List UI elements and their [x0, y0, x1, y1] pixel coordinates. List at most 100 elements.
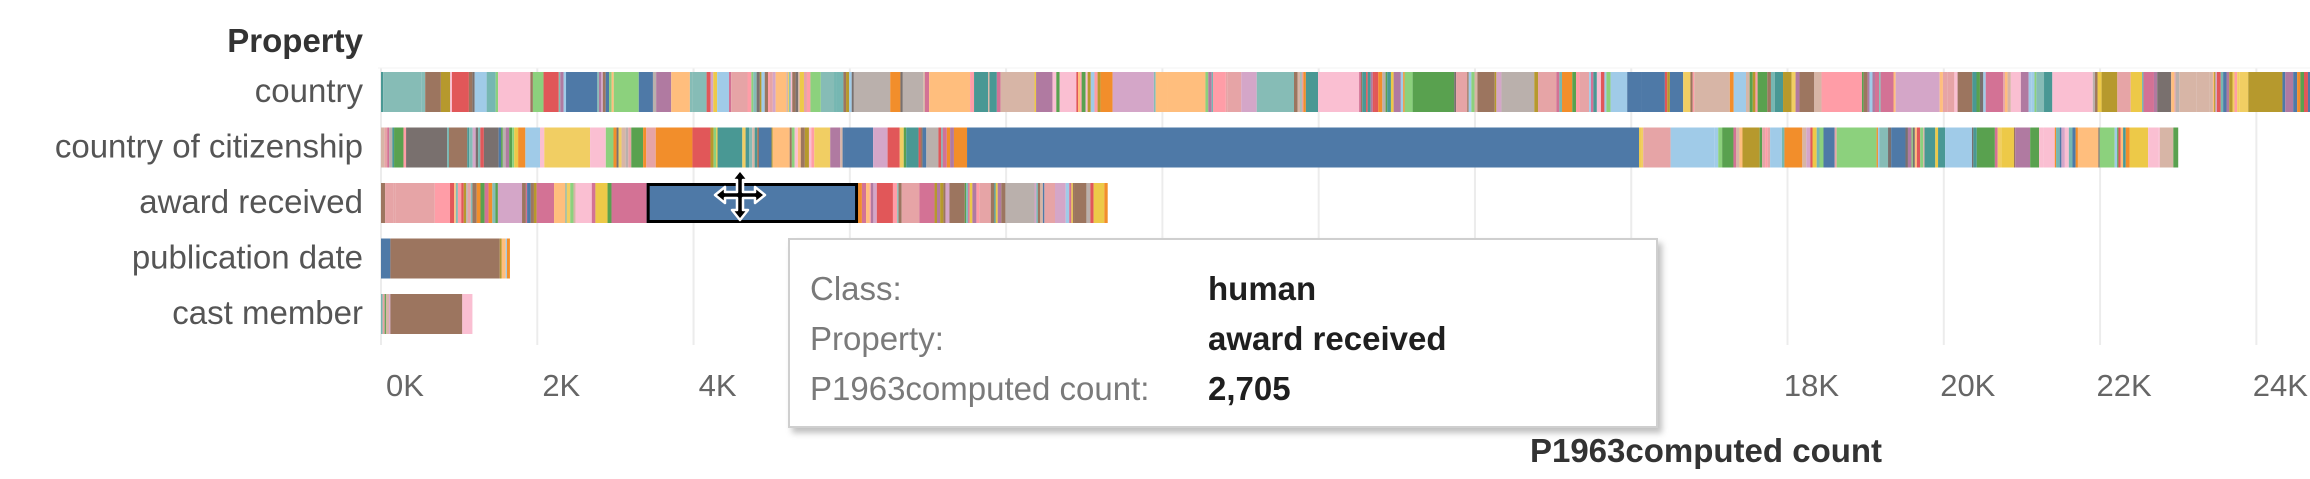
bar-segment[interactable]: [769, 72, 773, 112]
bar-segment[interactable]: [1501, 72, 1535, 112]
bar-segment[interactable]: [938, 127, 942, 168]
bar-segment[interactable]: [706, 72, 711, 112]
bar-segment[interactable]: [804, 127, 809, 168]
bar-segment[interactable]: [463, 183, 467, 223]
bar-segment[interactable]: [1390, 72, 1394, 112]
bar-segment[interactable]: [2097, 72, 2102, 112]
bar-segment[interactable]: [869, 183, 871, 223]
bar-segment[interactable]: [945, 183, 950, 223]
bar-segment[interactable]: [497, 183, 523, 223]
bar-segment[interactable]: [1090, 72, 1095, 112]
bar-segment[interactable]: [381, 294, 383, 334]
bar-segment[interactable]: [381, 127, 385, 168]
bar-segment[interactable]: [818, 127, 831, 168]
bar-segment[interactable]: [1468, 72, 1472, 112]
bar-segment[interactable]: [1000, 72, 1035, 112]
bar-segment[interactable]: [903, 127, 907, 168]
bar-segment[interactable]: [745, 127, 750, 168]
bar-segment[interactable]: [934, 183, 937, 223]
bar-segment[interactable]: [1596, 72, 1601, 112]
bar-segment[interactable]: [2303, 72, 2308, 112]
bar-segment[interactable]: [989, 72, 997, 112]
bar-segment[interactable]: [1627, 72, 1642, 112]
bar-segment[interactable]: [926, 127, 939, 168]
bar-segment[interactable]: [488, 183, 493, 223]
bar-segment[interactable]: [970, 72, 975, 112]
bar-segment[interactable]: [757, 127, 760, 168]
bar-segment[interactable]: [1729, 72, 1734, 112]
bar-segment[interactable]: [795, 72, 799, 112]
bar-segment[interactable]: [1167, 72, 1206, 112]
bar-segment[interactable]: [1939, 72, 1943, 112]
bar-segment[interactable]: [605, 127, 614, 168]
bar-segment[interactable]: [451, 72, 469, 112]
bar-segment[interactable]: [1907, 127, 1912, 168]
bar-segment[interactable]: [1301, 72, 1304, 112]
bar-segment[interactable]: [717, 127, 743, 168]
bar-segment[interactable]: [2216, 72, 2221, 112]
bar-segment[interactable]: [1879, 72, 1881, 112]
bar-segment[interactable]: [2010, 72, 2021, 112]
bar-segment[interactable]: [474, 72, 487, 112]
bar-segment[interactable]: [450, 183, 455, 223]
bar-segment[interactable]: [527, 183, 531, 223]
bar-segment[interactable]: [1593, 72, 1597, 112]
bar-segment[interactable]: [621, 127, 626, 168]
bar-segment[interactable]: [1036, 72, 1053, 112]
bar-segment[interactable]: [440, 72, 451, 112]
bar-segment[interactable]: [1056, 72, 1060, 112]
bar-segment[interactable]: [1957, 72, 1973, 112]
bar-segment[interactable]: [2034, 72, 2037, 112]
bar-segment[interactable]: [2229, 72, 2233, 112]
bar-segment[interactable]: [1997, 127, 2002, 168]
bar-segment[interactable]: [710, 72, 714, 112]
bar-segment[interactable]: [976, 183, 980, 223]
bar-segment[interactable]: [2143, 72, 2154, 112]
bar-segment-human[interactable]: [646, 183, 859, 223]
bar-segment[interactable]: [1834, 127, 1837, 168]
bar-segment[interactable]: [476, 183, 481, 223]
bar-segment[interactable]: [1938, 127, 1946, 168]
bar-segment[interactable]: [1001, 183, 1006, 223]
bar-segment[interactable]: [1664, 72, 1668, 112]
bar-segment[interactable]: [2142, 72, 2144, 112]
bar-segment[interactable]: [2068, 127, 2073, 168]
bar-segment[interactable]: [1836, 127, 1877, 168]
bar-segment[interactable]: [1076, 72, 1079, 112]
bar-segment[interactable]: [1810, 127, 1813, 168]
bar-segment[interactable]: [457, 183, 462, 223]
bar-segment[interactable]: [1538, 72, 1557, 112]
bar-segment[interactable]: [1112, 72, 1154, 112]
bar-segment[interactable]: [2129, 127, 2149, 168]
bar-segment[interactable]: [759, 127, 772, 168]
bar-segment[interactable]: [1742, 127, 1760, 168]
bar-segment[interactable]: [2214, 72, 2216, 112]
bar-segment[interactable]: [713, 127, 717, 168]
bar-segment[interactable]: [1081, 72, 1086, 112]
bar-segment[interactable]: [1494, 72, 1497, 112]
bar-segment[interactable]: [394, 127, 404, 168]
bar-segment[interactable]: [759, 72, 762, 112]
bar-segment[interactable]: [385, 294, 390, 334]
bar-segment[interactable]: [384, 294, 386, 334]
bar-segment[interactable]: [495, 183, 498, 223]
bar-segment[interactable]: [942, 127, 947, 168]
bar-segment[interactable]: [530, 183, 534, 223]
bar-segment[interactable]: [2077, 127, 2099, 168]
bar-segment[interactable]: [1874, 72, 1880, 112]
bar-segment[interactable]: [1378, 72, 1383, 112]
bar-segment[interactable]: [924, 72, 930, 112]
bar-segment[interactable]: [2175, 72, 2180, 112]
bar-segment[interactable]: [1694, 72, 1730, 112]
bar-segment[interactable]: [1589, 72, 1591, 112]
bar-segment[interactable]: [789, 72, 791, 112]
bar-segment[interactable]: [851, 72, 854, 112]
bar-segment[interactable]: [1891, 127, 1906, 168]
bar-segment[interactable]: [1819, 127, 1824, 168]
bar-segment[interactable]: [873, 183, 877, 223]
bar-segment[interactable]: [2117, 127, 2119, 168]
bar-segment[interactable]: [1739, 127, 1743, 168]
bar-segment[interactable]: [1683, 72, 1691, 112]
bar-segment[interactable]: [1877, 127, 1880, 168]
bar-segment[interactable]: [455, 183, 458, 223]
